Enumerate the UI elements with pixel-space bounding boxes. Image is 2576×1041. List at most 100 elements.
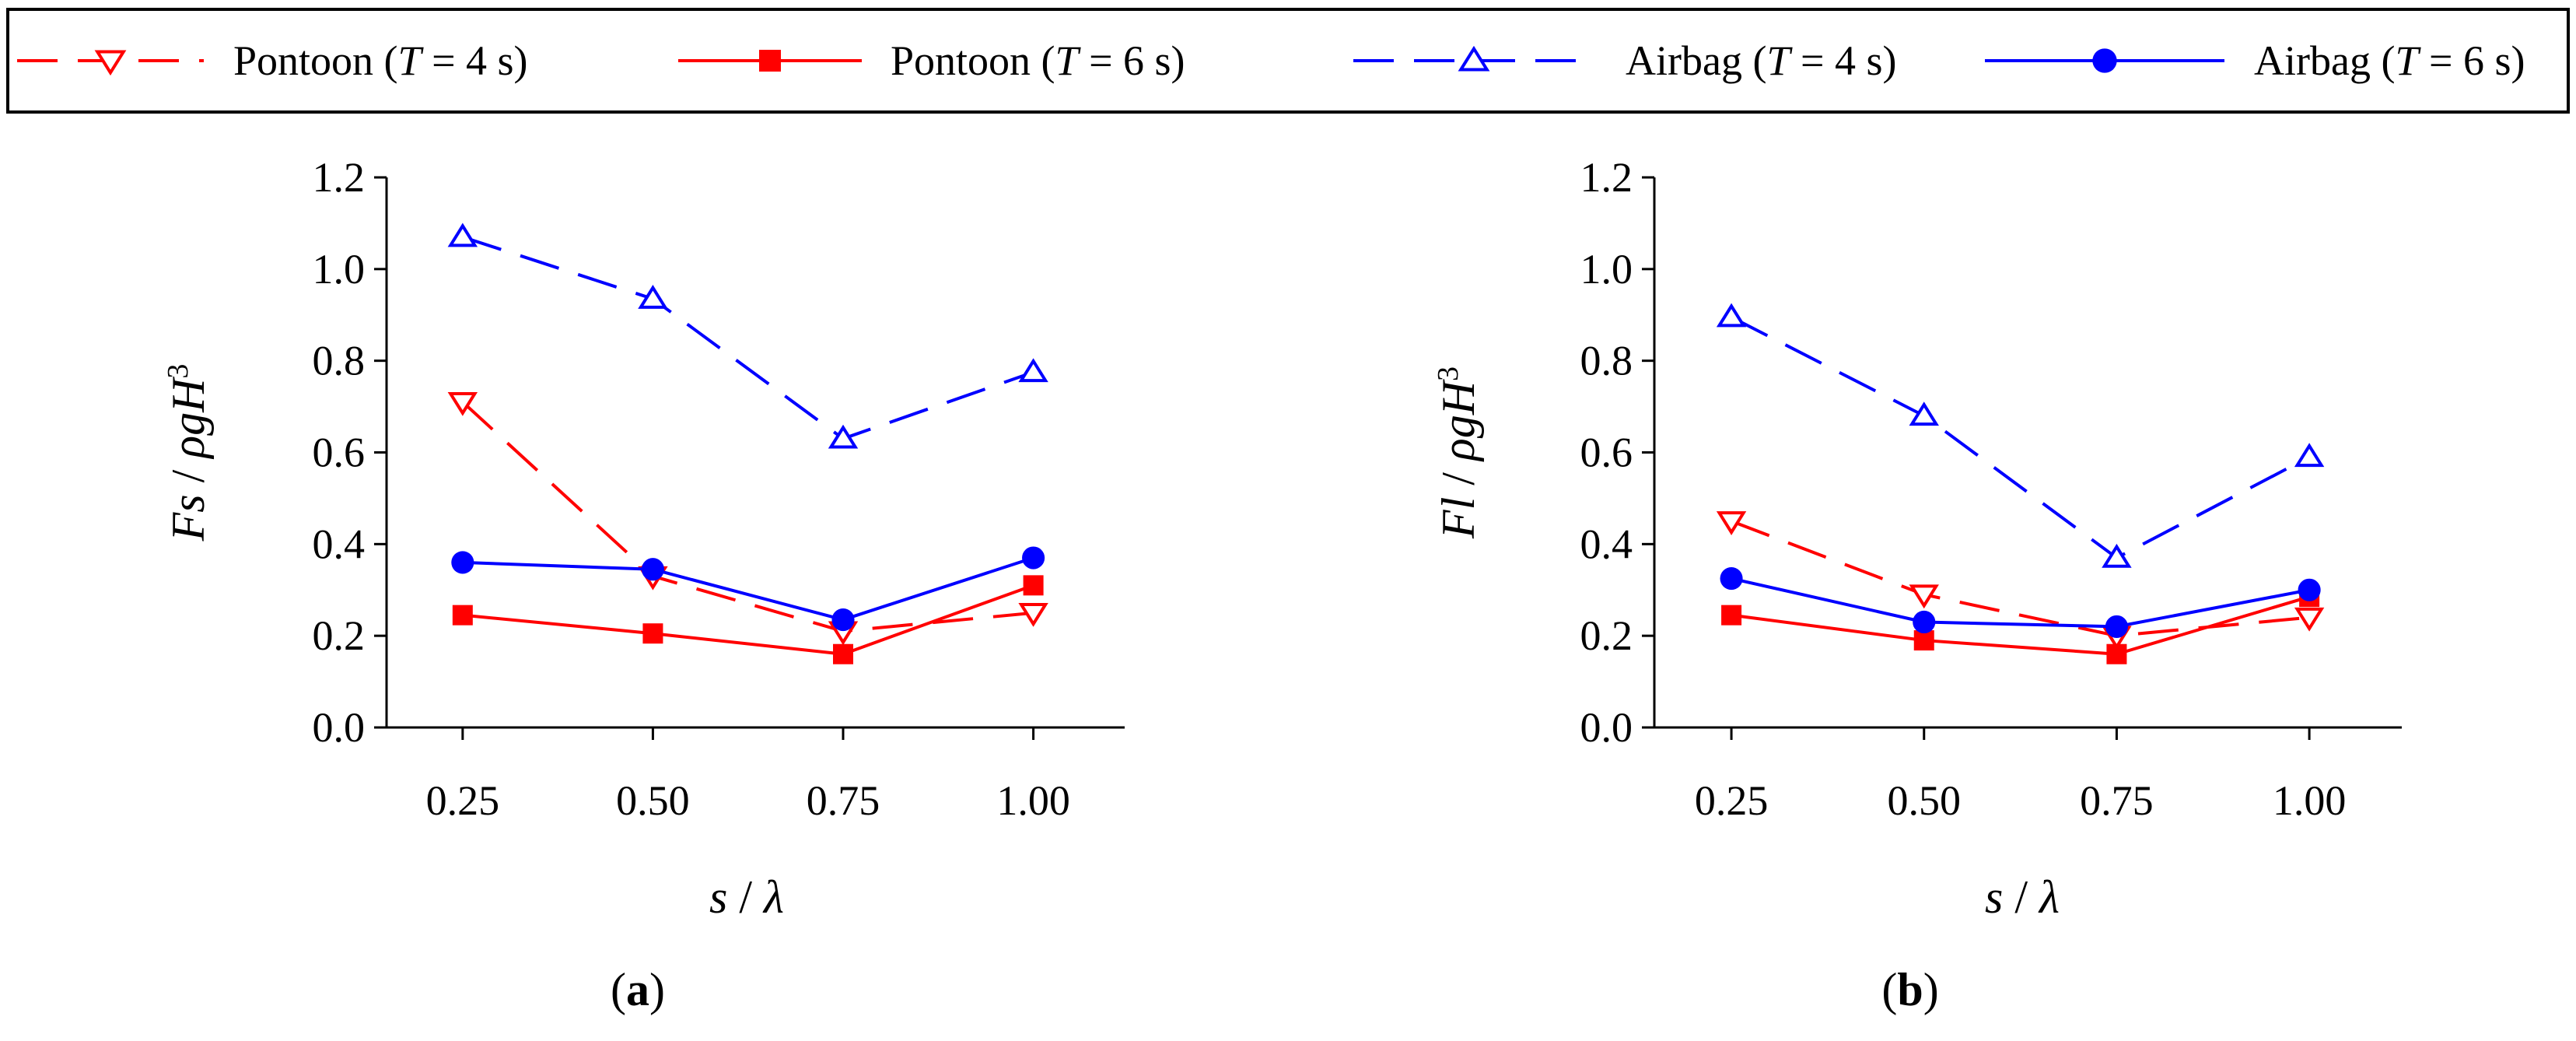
y-tick-label: 0.6: [1580, 429, 1633, 476]
x-tick-label: 0.50: [616, 777, 690, 824]
x-label-separator: /: [727, 871, 764, 923]
data-point: [447, 391, 478, 416]
data-point: [641, 558, 664, 581]
legend-name: Pontoon (: [233, 37, 398, 84]
data-point: [2294, 443, 2325, 468]
legend-name: Airbag (: [1626, 37, 1766, 84]
y-tick-label: 0.6: [313, 429, 366, 476]
x-label-separator: /: [2003, 871, 2039, 923]
series-line: [462, 235, 1034, 440]
x-axis-label: s / λ: [709, 871, 784, 923]
data-point: [451, 551, 474, 574]
x-tick-label: 0.25: [1695, 777, 1769, 824]
legend-equals: =: [1079, 37, 1123, 84]
legend: Pontoon (T = 4 s) Pontoon (T = 6 s) Airbag…: [6, 8, 2570, 114]
series-airbag-t6: [451, 546, 1045, 632]
legend-name: Airbag (: [2254, 37, 2395, 84]
y-tick-label: 0.8: [1580, 338, 1633, 384]
y-axis-label: Fl / ρgH3: [1432, 366, 1484, 539]
y-tick-label: 0.0: [313, 704, 366, 751]
data-point: [1716, 511, 1747, 535]
panel-label: (a): [611, 964, 665, 1015]
chart-panel-b: 0.0 0.2 0.4 0.6 0.8 1.0 1.2 0.25 0.50 0.75 1.00 Fl …: [1432, 154, 2402, 1015]
data-point: [1913, 610, 1936, 634]
legend-period-value: 6: [1123, 37, 1144, 84]
legend-marker: [1458, 45, 1490, 72]
legend-equals: =: [2418, 37, 2462, 84]
data-point: [828, 424, 859, 449]
panel-label-open: (: [611, 964, 626, 1015]
data-point: [1018, 358, 1048, 383]
data-point: [2106, 643, 2127, 664]
series-line: [1731, 577, 2310, 629]
legend-marker: [2092, 48, 2117, 73]
x-label-spacing: s: [709, 871, 727, 923]
data-point: [1721, 605, 1742, 626]
y-label-exponent: 3: [162, 364, 194, 379]
series-airbag-t4: [447, 223, 1048, 449]
series-line: [1731, 520, 2310, 638]
legend-item-airbag-t4: Airbag (T = 4 s): [1353, 37, 1896, 84]
x-tick-label: 0.50: [1888, 777, 1962, 824]
legend-name: Pontoon (: [891, 37, 1055, 84]
data-point: [1716, 303, 1747, 328]
data-point: [452, 605, 473, 626]
legend-unit: s): [2484, 37, 2525, 84]
legend-marker: [94, 50, 127, 76]
x-tick-label: 0.75: [2080, 777, 2154, 824]
legend-period-value: 6: [2463, 37, 2484, 84]
x-axis-label: s / λ: [1985, 871, 2060, 923]
legend-equals: =: [1790, 37, 1834, 84]
series-pontoon-t6: [452, 575, 1044, 664]
series-line: [1731, 315, 2311, 560]
legend-item-pontoon-t6: Pontoon (T = 6 s): [678, 37, 1185, 84]
legend-label: Airbag (T = 4 s): [1626, 37, 1896, 84]
legend-unit: s): [1144, 37, 1185, 84]
panel-label-letter: b: [1897, 964, 1923, 1015]
panel-label-close: ): [649, 964, 665, 1015]
data-point: [833, 643, 854, 664]
legend-period-symbol: T: [398, 37, 425, 84]
x-tick-label: 1.00: [996, 777, 1070, 824]
series-pontoon-t4: [447, 391, 1048, 646]
y-tick-label: 0.4: [313, 520, 366, 567]
panel-label-letter: a: [626, 964, 649, 1015]
y-tick-label: 0.2: [1580, 612, 1633, 659]
data-point: [1909, 401, 1939, 426]
y-label-normalizer: ρgH: [163, 376, 214, 460]
data-point: [2298, 578, 2321, 601]
legend-label: Pontoon (T = 6 s): [891, 37, 1185, 84]
x-label-wavelength: λ: [2038, 871, 2060, 923]
y-tick-label: 0.2: [313, 612, 366, 659]
legend-period-symbol: T: [1055, 37, 1082, 84]
legend-period-value: 4: [466, 37, 487, 84]
data-point: [642, 623, 663, 644]
y-label-quantity: Fs: [163, 494, 214, 542]
y-tick-label: 1.0: [1580, 246, 1633, 293]
legend-unit: s): [1856, 37, 1897, 84]
x-tick-label: 0.25: [426, 777, 500, 824]
series-line: [461, 401, 1034, 633]
y-label-separator: /: [1433, 461, 1484, 497]
y-axis-label: Fs / ρgH3: [162, 364, 214, 542]
y-label-exponent: 3: [1432, 366, 1465, 381]
panel-label-open: (: [1881, 964, 1897, 1015]
legend-item-pontoon-t4: Pontoon (T = 4 s): [17, 37, 528, 84]
legend-unit: s): [487, 37, 528, 84]
x-tick-label: 1.00: [2273, 777, 2347, 824]
y-label-normalizer: ρgH: [1433, 378, 1484, 462]
data-point: [1913, 630, 1934, 651]
chart-panel-a: 0.0 0.2 0.4 0.6 0.8 1.0 1.2 0.25 0.50 0.75 1.00 Fs …: [162, 154, 1125, 1015]
series-line: [462, 584, 1034, 656]
y-tick-label: 0.8: [313, 338, 366, 384]
x-label-spacing: s: [1985, 871, 2003, 923]
data-point: [2105, 615, 2128, 638]
panel-label: (b): [1881, 964, 1938, 1015]
data-point: [1909, 584, 1939, 609]
y-tick-label: 1.0: [313, 246, 366, 293]
data-point: [1018, 602, 1048, 627]
data-point: [1022, 546, 1045, 570]
series-line: [1731, 595, 2310, 656]
data-point: [1720, 566, 1743, 591]
